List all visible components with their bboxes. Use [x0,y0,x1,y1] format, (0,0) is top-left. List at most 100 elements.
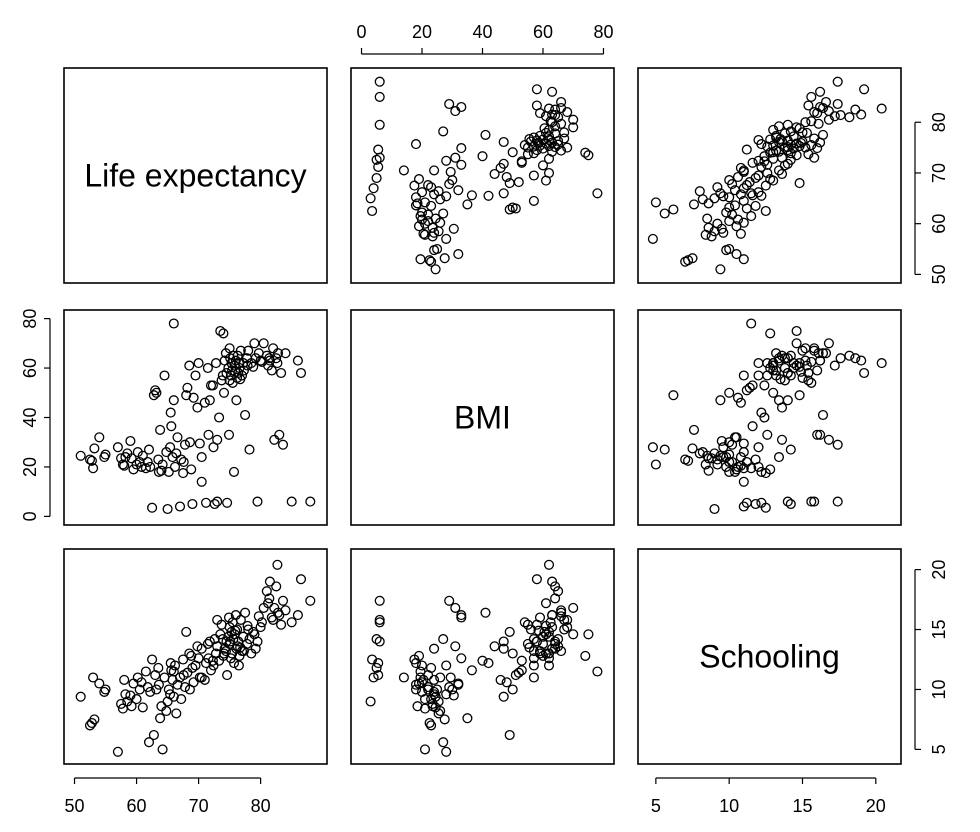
data-point [169,660,181,671]
data-point [266,612,277,623]
data-point [516,156,527,167]
data-point [429,227,440,238]
data-point [724,192,735,203]
data-point [550,104,561,115]
data-point [439,253,450,264]
data-point [550,581,561,592]
data-point [196,643,207,654]
data-point [776,350,788,361]
data-point [466,665,477,676]
data-point [817,348,829,359]
data-point [550,593,561,604]
data-point [272,607,284,618]
data-point [543,653,555,664]
data-point [252,636,263,647]
data-point [134,456,145,468]
data-point [161,705,172,717]
data-point [765,362,776,374]
data-point [187,662,198,673]
data-point [721,207,732,218]
data-point [813,348,824,359]
data-point [794,178,805,189]
data-point [844,350,855,361]
data-point [256,617,267,628]
data-point [543,660,555,671]
data-point [86,455,97,466]
data-point [568,629,579,640]
data-point [466,190,477,201]
data-point [116,698,127,709]
data-point [803,367,814,379]
data-point [741,385,752,396]
data-point [223,429,235,440]
data-point [194,438,205,449]
data-point [208,442,219,453]
data-point [214,412,225,423]
data-point [489,168,500,180]
data-point [747,190,758,201]
data-point [683,455,694,466]
data-point [269,434,280,445]
data-point [456,101,467,113]
data-point [125,435,136,447]
data-point [100,449,111,460]
data-point [507,147,518,158]
data-point [773,452,785,463]
data-point [801,127,812,138]
data-point [272,358,283,369]
data-point [876,358,887,369]
data-point [448,223,459,234]
data-point [718,442,729,453]
data-point [253,348,264,359]
data-point [528,653,539,664]
data-point [202,638,213,649]
axes-layer: 50 60 70 80 0 20 40 60 80 5 10 15 20 50 60 70 80 0 20 40 60 8… [20,22,949,816]
y-tick-label: 40 [20,407,40,427]
data-point [759,156,770,167]
data-point [806,140,817,151]
data-point [735,397,746,408]
data-point [453,679,464,690]
data-point [788,131,799,142]
data-point [556,611,567,622]
data-point [456,143,467,154]
data-point [753,170,764,181]
data-point [145,686,156,697]
data-point [272,348,284,359]
data-point [169,461,181,472]
data-point [142,456,153,468]
data-point [416,686,428,697]
y-tick-label: 20 [929,560,949,580]
data-point [212,496,223,507]
x-tick-label: 40 [472,22,492,42]
data-point [718,191,729,202]
data-point [747,380,758,391]
data-point [371,634,382,645]
panel-schooling-vs-schooling [637,548,902,765]
data-point [374,119,385,130]
data-point [559,127,570,138]
data-point [803,375,814,386]
x-tick-label: 15 [792,796,812,816]
data-point [280,348,291,359]
data-point [528,148,539,159]
data-point [368,183,379,194]
data-point [540,620,552,631]
data-point [212,641,223,652]
data-point [271,581,282,592]
data-point [753,134,764,146]
data-point [703,465,714,476]
data-point [441,233,452,244]
data-point [230,366,241,377]
data-point [753,187,764,198]
data-point [163,466,174,477]
data-point [791,150,802,161]
data-point [659,444,670,455]
data-point [203,653,214,664]
data-point [204,395,215,406]
data-point [785,148,796,159]
data-point [199,674,210,685]
data-point [750,498,761,510]
data-point [222,670,233,681]
data-point [732,171,744,183]
